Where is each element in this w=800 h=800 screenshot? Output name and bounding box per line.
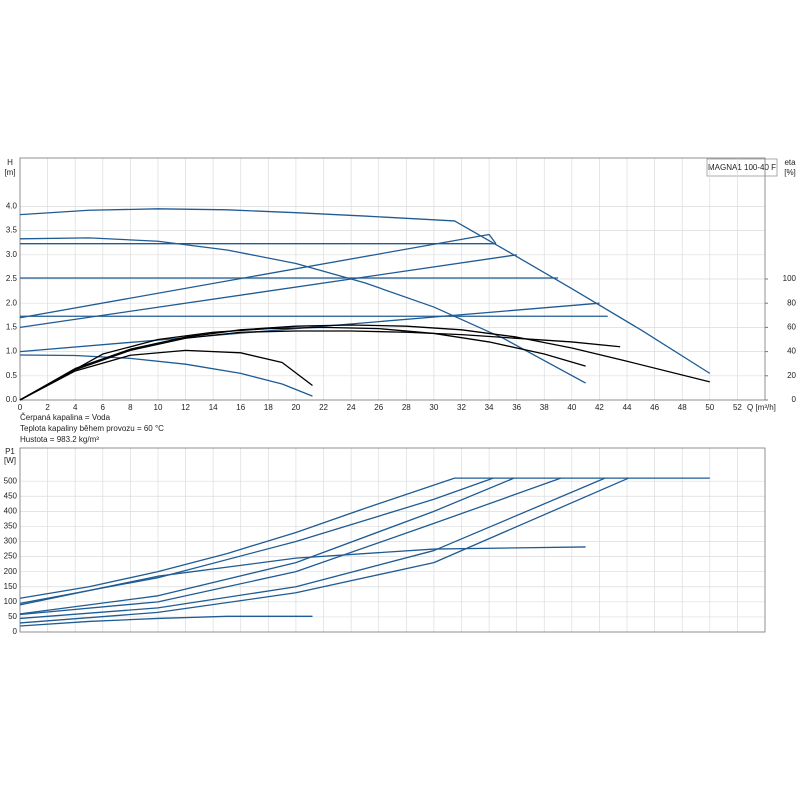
y-tick-label: 100 bbox=[4, 597, 18, 606]
x-label: Q [m³/h] bbox=[747, 403, 776, 412]
x-tick-label: 6 bbox=[101, 403, 106, 412]
x-tick-label: 30 bbox=[429, 403, 438, 412]
x-tick-label: 36 bbox=[512, 403, 521, 412]
curve bbox=[19, 233, 497, 319]
y-tick-label: 2.5 bbox=[6, 274, 18, 283]
y-tick-label: 350 bbox=[4, 522, 18, 531]
curve bbox=[19, 477, 606, 620]
x-tick-label: 0 bbox=[18, 403, 23, 412]
y-tick-label: 150 bbox=[4, 582, 18, 591]
x-tick-label: 44 bbox=[623, 403, 632, 412]
x-tick-label: 50 bbox=[705, 403, 714, 412]
curve bbox=[19, 326, 586, 401]
y-tick-label: 0.5 bbox=[6, 371, 18, 380]
x-tick-label: 2 bbox=[45, 403, 50, 412]
x-tick-label: 22 bbox=[319, 403, 328, 412]
y2-tick-label: 40 bbox=[787, 347, 796, 356]
x-tick-label: 46 bbox=[650, 403, 659, 412]
y-tick-label: 0 bbox=[13, 627, 18, 636]
x-tick-label: 8 bbox=[128, 403, 133, 412]
curve bbox=[19, 324, 710, 401]
x-tick-label: 10 bbox=[154, 403, 163, 412]
y-unit: [m] bbox=[4, 168, 15, 177]
x-tick-label: 40 bbox=[567, 403, 576, 412]
x-tick-label: 20 bbox=[291, 403, 300, 412]
x-tick-label: 16 bbox=[236, 403, 245, 412]
curve bbox=[19, 237, 586, 384]
x-tick-label: 12 bbox=[181, 403, 190, 412]
y-tick-label: 4.0 bbox=[6, 202, 18, 211]
curve bbox=[19, 477, 629, 624]
x-tick-label: 52 bbox=[733, 403, 742, 412]
y-label: H bbox=[7, 158, 13, 167]
y-tick-label: 2.0 bbox=[6, 298, 18, 307]
curve bbox=[19, 354, 313, 397]
y-tick-label: 500 bbox=[4, 476, 18, 485]
curve bbox=[19, 477, 710, 599]
y2-tick-label: 60 bbox=[787, 323, 796, 332]
chart-title: MAGNA1 100-40 F bbox=[708, 163, 776, 172]
y2-unit: [%] bbox=[784, 168, 796, 177]
curve bbox=[19, 477, 515, 615]
x-tick-label: 38 bbox=[540, 403, 549, 412]
plot-frame bbox=[19, 157, 766, 401]
y2-tick-label: 20 bbox=[787, 371, 796, 380]
y-tick-label: 50 bbox=[8, 612, 17, 621]
y-tick-label: 250 bbox=[4, 552, 18, 561]
x-tick-label: 24 bbox=[347, 403, 356, 412]
y-tick-label: 3.0 bbox=[6, 250, 18, 259]
curve bbox=[19, 208, 711, 374]
x-tick-label: 4 bbox=[73, 403, 78, 412]
x-tick-label: 42 bbox=[595, 403, 604, 412]
plot-frame bbox=[19, 447, 766, 633]
y2-label: eta bbox=[784, 158, 796, 167]
x-tick-label: 18 bbox=[264, 403, 273, 412]
x-tick-label: 14 bbox=[209, 403, 218, 412]
x-tick-label: 34 bbox=[485, 403, 494, 412]
note: Čerpaná kapalina = Voda bbox=[20, 413, 111, 422]
curve bbox=[19, 254, 517, 329]
note: Teplota kapaliny během provozu = 60 °C bbox=[20, 424, 164, 433]
y-tick-label: 1.5 bbox=[6, 323, 18, 332]
curve bbox=[19, 349, 313, 401]
curve bbox=[19, 330, 621, 401]
y2-tick-label: 0 bbox=[792, 395, 797, 404]
note: Hustota = 983.2 kg/m³ bbox=[20, 435, 99, 444]
y-unit: [W] bbox=[4, 456, 16, 465]
y-tick-label: 0.0 bbox=[6, 395, 18, 404]
title-box bbox=[706, 158, 778, 177]
curve bbox=[19, 477, 562, 616]
y2-tick-label: 100 bbox=[783, 274, 797, 283]
x-tick-label: 32 bbox=[457, 403, 466, 412]
x-tick-label: 28 bbox=[402, 403, 411, 412]
y-tick-label: 450 bbox=[4, 491, 18, 500]
y-tick-label: 3.5 bbox=[6, 226, 18, 235]
x-tick-label: 26 bbox=[374, 403, 383, 412]
y-tick-label: 400 bbox=[4, 506, 18, 515]
curve bbox=[19, 546, 586, 606]
y-tick-label: 200 bbox=[4, 567, 18, 576]
y-label: P1 bbox=[5, 447, 15, 456]
y-tick-label: 300 bbox=[4, 537, 18, 546]
curve bbox=[19, 615, 313, 627]
y2-tick-label: 80 bbox=[787, 298, 796, 307]
x-tick-label: 48 bbox=[678, 403, 687, 412]
y-tick-label: 1.0 bbox=[6, 347, 18, 356]
